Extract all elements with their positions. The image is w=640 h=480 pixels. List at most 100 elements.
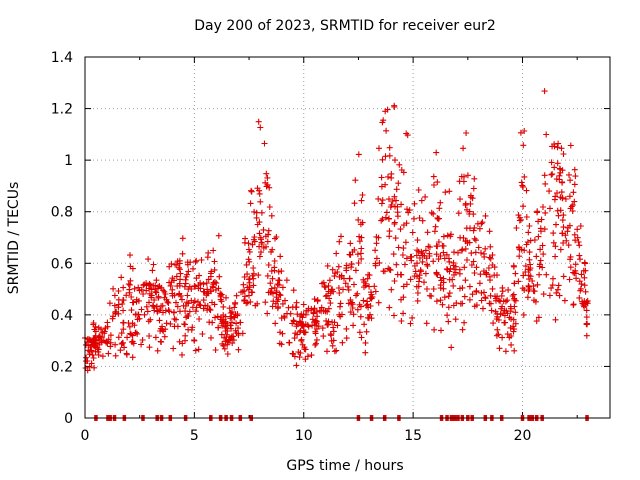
data-point [341,275,347,282]
data-point [323,317,330,324]
data-point [158,339,165,345]
data-point [297,313,303,320]
data-point [459,326,466,333]
data-point [463,130,470,136]
data-point [160,328,167,335]
data-point [129,338,136,345]
data-point [192,347,199,354]
data-point [383,127,390,134]
data-point [110,285,117,292]
data-point [322,293,329,300]
data-point [145,256,152,263]
data-point [120,307,127,314]
data-point [118,330,125,337]
data-point [526,256,533,263]
data-point [391,312,397,319]
data-point [135,284,142,291]
data-point [525,282,532,289]
data-point [456,266,463,273]
data-point [190,265,196,272]
data-point [424,229,431,236]
data-point [400,310,407,317]
data-point [197,302,204,309]
data-point [464,257,470,263]
data-point [378,200,385,207]
data-point [260,226,267,233]
data-point [263,170,270,177]
data-point [324,308,331,315]
data-point [366,315,372,322]
data-point [554,190,560,196]
data-point [358,197,365,204]
data-point [212,314,218,321]
data-point [541,88,548,95]
data-point [211,258,218,265]
data-point [107,332,114,339]
data-point [196,272,203,279]
data-point [462,202,469,209]
data-point [83,354,90,361]
data-point [513,225,520,231]
data-point [428,293,435,300]
data-point [161,333,168,340]
data-point [481,253,488,260]
data-point [313,340,319,347]
data-point [275,268,282,275]
data-point [256,190,263,197]
data-point [564,228,571,235]
data-point [135,311,142,318]
data-point [308,305,315,312]
x-axis-label: GPS time / hours [286,458,403,474]
data-point [227,315,234,322]
data-point [415,187,422,193]
data-point [499,334,506,341]
x-tick-label: 0 [81,428,90,444]
data-point [89,352,96,358]
data-point [411,200,418,207]
data-point [150,261,157,268]
data-point [294,331,301,338]
data-point [558,189,565,196]
data-point [331,319,338,326]
data-point [311,296,318,303]
data-point [105,350,112,357]
data-point [533,318,540,325]
data-point [184,261,191,268]
data-point [291,335,298,342]
data-point [395,244,402,251]
data-point [567,264,574,271]
data-point [466,296,473,303]
data-point [556,172,563,179]
data-point [255,118,262,125]
data-point [326,277,333,284]
data-point [201,288,208,295]
data-point [345,300,352,307]
data-point [332,270,339,277]
data-point [302,311,309,318]
data-point [403,281,410,288]
data-point [515,212,522,219]
data-point [433,298,440,305]
data-point [437,297,444,304]
data-point [392,235,399,242]
data-point [199,331,206,337]
data-point [422,270,429,277]
data-point [283,277,290,284]
data-point [168,279,175,286]
data-point [328,337,335,344]
data-point [240,281,247,288]
data-point [450,259,457,266]
data-point [395,180,402,187]
data-point [130,299,137,306]
data-point [550,275,556,282]
data-point [471,270,478,276]
data-point [145,318,152,325]
data-point [535,218,542,225]
data-point [539,264,546,271]
data-point [460,145,467,152]
data-point [424,286,430,292]
data-point [233,292,240,299]
data-point [397,226,404,233]
data-point [488,307,495,314]
data-point [471,303,478,310]
